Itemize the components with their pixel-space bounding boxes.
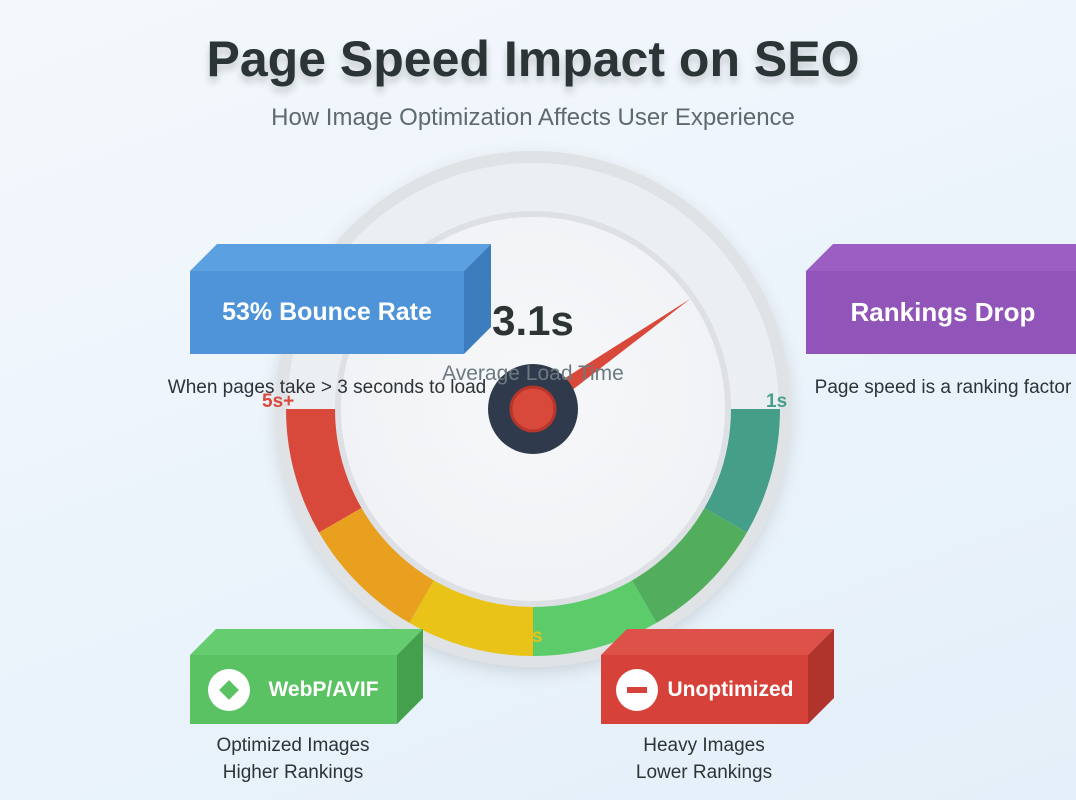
gauge-segment [286,409,365,533]
unoptimized-caption: Heavy Images Lower Rankings [591,732,817,786]
bounce-rate-card: 53% Bounce Rate [190,244,491,354]
load-time-label: Average Load Time [442,362,624,385]
tick-label-fast: 1s [766,391,788,412]
gauge-hub-inner [509,385,557,433]
bounce-rate-label: 53% Bounce Rate [222,298,432,326]
webp-caption-line1: Optimized Images [216,735,370,756]
webp-avif-caption: Optimized Images Higher Rankings [180,732,406,786]
unoptimized-card: Unoptimized [601,629,834,724]
no-entry-icon [615,668,658,711]
gauge-segment [319,506,436,623]
gauge-segments [286,409,780,656]
gauge-segment [701,409,780,533]
unoptimized-caption-line2: Lower Rankings [635,762,773,783]
webp-avif-label: WebP/AVIF [268,677,379,701]
load-time-value: 3.1s [492,297,574,344]
tick-label-mid: s [532,626,543,647]
unoptimized-label: Unoptimized [667,677,794,701]
rankings-drop-label: Rankings Drop [850,297,1036,327]
page-title: Page Speed Impact on SEO [206,31,860,87]
tick-label-slow: 5s+ [262,391,295,412]
bounce-rate-caption: When pages take > 3 seconds to load [167,377,487,398]
gauge-segment [409,577,533,656]
diamond-check-icon [208,668,251,711]
rankings-drop-caption: Page speed is a ranking factor [814,377,1072,398]
rankings-drop-card: Rankings Drop [806,244,1076,354]
page-subtitle: How Image Optimization Affects User Expe… [271,104,795,131]
gauge-segment [630,506,747,623]
unoptimized-caption-line1: Heavy Images [643,735,765,756]
webp-caption-line2: Higher Rankings [222,762,364,783]
webp-avif-card: WebP/AVIF [190,629,423,724]
